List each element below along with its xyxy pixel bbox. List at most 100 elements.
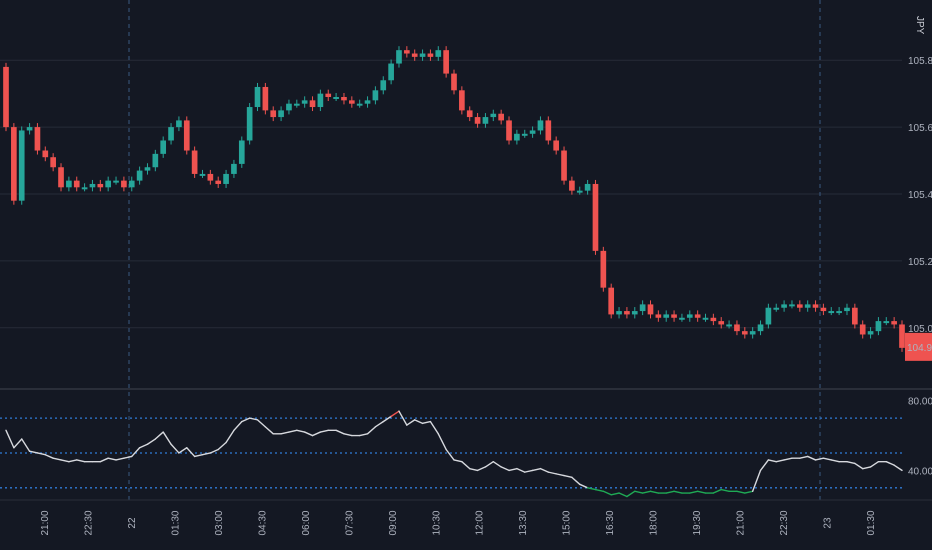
rsi-segment — [44, 454, 54, 459]
rsi-segment — [689, 490, 699, 494]
rsi-segment — [846, 460, 856, 465]
rsi-segment — [99, 457, 109, 463]
price-tick-label: 105.600 — [908, 123, 932, 134]
time-tick-label: 13:30 — [518, 510, 529, 535]
time-tick-label: 22 — [127, 517, 138, 529]
rsi-segment — [162, 431, 172, 445]
candle-body — [50, 157, 56, 168]
rsi-axis[interactable]: 80.00 40.00 — [908, 397, 932, 478]
candle-body — [427, 53, 434, 57]
rsi-segment — [806, 455, 817, 461]
candle-body — [686, 314, 693, 318]
candle-body — [404, 50, 410, 54]
rsi-segment — [60, 459, 70, 463]
candle-body — [207, 173, 214, 181]
price-tick-label: 105.400 — [908, 190, 932, 201]
session-separators — [128, 0, 821, 500]
candle-body — [671, 314, 677, 318]
candle-body — [435, 50, 442, 57]
time-tick-label: 07:30 — [344, 510, 355, 535]
rsi-segment — [461, 460, 471, 470]
candle-body — [121, 180, 127, 188]
candle-body — [789, 304, 795, 307]
candle-body — [262, 86, 269, 111]
rsi-segment — [673, 490, 683, 494]
rsi-segment — [759, 459, 770, 472]
rsi-segment — [767, 459, 777, 463]
candle-body — [168, 127, 174, 141]
rsi-tick-label: 80.00 — [908, 397, 932, 408]
candle-body — [254, 86, 261, 108]
candle-body — [852, 307, 858, 325]
rsi-segment — [303, 431, 314, 437]
price-axis[interactable]: JPY 105.800 105.600 105.400 105.200 105.… — [908, 16, 932, 335]
candle-body — [639, 304, 646, 312]
candle-body — [867, 331, 874, 335]
rsi-segment — [736, 490, 746, 494]
rsi-band-lines — [0, 417, 902, 489]
candle-body — [231, 163, 237, 174]
candle-body — [81, 187, 88, 190]
rsi-segment — [201, 452, 212, 456]
last-price-label: 104.943 — [907, 343, 932, 354]
candle-body — [726, 324, 732, 327]
candle-body — [89, 183, 96, 188]
rsi-segment — [288, 429, 298, 433]
rsi-segment — [241, 417, 251, 423]
time-tick-label: 18:00 — [649, 510, 660, 535]
rsi-segment — [634, 490, 644, 494]
rsi-segment — [744, 490, 754, 494]
candle-body — [183, 120, 190, 151]
grid-lines — [0, 59, 902, 329]
rsi-segment — [21, 438, 31, 452]
rsi-segment — [264, 426, 274, 435]
rsi-segment — [649, 490, 660, 494]
candle-body — [34, 127, 41, 151]
candle-body — [459, 90, 465, 111]
rsi-segment — [28, 450, 39, 454]
candle-body — [443, 50, 449, 74]
candle-body — [569, 180, 575, 191]
rsi-segment — [382, 415, 392, 423]
candle-body — [191, 150, 198, 174]
candle-body — [215, 180, 222, 184]
candle-body — [891, 321, 897, 325]
candle-body — [576, 190, 583, 193]
rsi-segment — [586, 487, 597, 491]
candle-body — [899, 324, 905, 348]
rsi-segment — [854, 462, 864, 470]
time-tick-label: 04:30 — [257, 510, 268, 535]
candle-body — [372, 90, 379, 101]
price-tick-label: 105.800 — [908, 56, 932, 67]
rsi-segment — [885, 460, 895, 466]
rsi-segment — [256, 419, 267, 428]
candle-body — [396, 50, 402, 64]
candle-body — [11, 127, 17, 201]
candle-body — [624, 311, 630, 315]
time-tick-label: 09:00 — [388, 510, 399, 535]
candle-body — [152, 153, 159, 168]
candle-body — [97, 183, 104, 188]
candle-body — [553, 140, 560, 151]
rsi-segment — [115, 457, 125, 461]
time-tick-label: 06:00 — [301, 510, 312, 535]
rsi-segment — [233, 420, 243, 432]
time-tick-label: 10:30 — [431, 510, 442, 535]
rsi-segment — [358, 433, 369, 437]
rsi-segment — [492, 460, 502, 468]
rsi-segment — [146, 438, 157, 445]
rsi-segment — [594, 488, 605, 492]
time-axis[interactable]: 21:00 22:30 22 01:30 03:00 04:30 06:00 0… — [40, 510, 877, 535]
candle-body — [828, 311, 835, 314]
rsi-segment — [539, 467, 550, 473]
rsi-segment — [414, 419, 424, 425]
time-tick-label: 03:00 — [214, 510, 225, 535]
rsi-segment — [170, 443, 180, 454]
candle-body — [42, 150, 49, 158]
candle-body — [584, 183, 591, 191]
rsi-segment — [775, 459, 785, 463]
price-tick-label: 105.200 — [908, 257, 932, 268]
rsi-segment — [814, 457, 825, 461]
